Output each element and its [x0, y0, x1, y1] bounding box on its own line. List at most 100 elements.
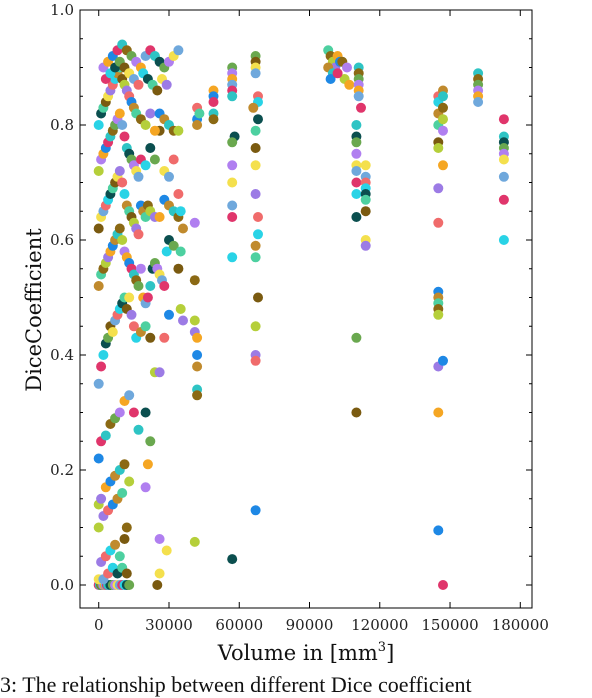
data-point [433, 525, 444, 536]
data-point [168, 154, 179, 165]
data-point [433, 217, 444, 228]
data-point [250, 252, 261, 263]
data-point [124, 390, 135, 401]
data-point [161, 246, 172, 257]
data-point [250, 355, 261, 366]
x-axis-label-text: Volume in [mm [217, 641, 378, 665]
y-tick-label: 0.0 [50, 576, 74, 594]
data-point [133, 171, 144, 182]
x-tick-label: 30000 [145, 616, 193, 634]
data-point [121, 522, 132, 533]
x-tick-label: 90000 [286, 616, 334, 634]
x-axis-label: Volume in [mm3] [217, 640, 395, 665]
data-point [189, 536, 200, 547]
data-point [360, 194, 371, 205]
data-point [189, 275, 200, 286]
data-point [250, 143, 261, 153]
data-point [433, 309, 444, 320]
data-point [114, 108, 125, 119]
data-point [227, 137, 238, 148]
data-point [173, 45, 184, 56]
data-point [332, 68, 343, 79]
plot-area [93, 39, 509, 590]
data-point [161, 79, 172, 90]
data-point [351, 332, 362, 343]
data-point [360, 206, 371, 217]
data-point [96, 493, 107, 504]
data-point [145, 143, 156, 153]
data-point [438, 580, 448, 590]
data-point [250, 160, 261, 171]
figure-caption: 3: The relationship between different Di… [0, 672, 472, 697]
data-point [119, 459, 130, 470]
data-point [351, 212, 362, 222]
data-point [438, 114, 448, 125]
x-tick-label: 120000 [351, 616, 408, 634]
data-point [93, 281, 104, 291]
data-point [192, 332, 203, 343]
data-point [433, 143, 444, 153]
data-point [126, 309, 137, 320]
data-point [473, 97, 484, 107]
data-point [145, 281, 156, 291]
x-tick-label: 0 [94, 616, 104, 634]
data-point [253, 212, 263, 222]
data-point [114, 223, 125, 234]
data-point [194, 108, 205, 119]
data-point [152, 85, 163, 96]
data-point [142, 292, 153, 303]
data-point [351, 407, 362, 418]
data-point [117, 177, 128, 188]
data-point [117, 488, 128, 498]
data-point [154, 367, 165, 378]
data-point [140, 120, 151, 130]
data-point [498, 171, 509, 182]
data-point [253, 292, 263, 303]
data-point [107, 327, 118, 337]
data-point [208, 114, 219, 125]
data-point [498, 154, 509, 165]
data-point [433, 183, 444, 194]
data-point [133, 281, 144, 291]
data-point [227, 160, 238, 171]
data-point [360, 240, 371, 251]
data-point [250, 125, 261, 136]
y-tick-label: 0.8 [50, 116, 74, 134]
data-point [227, 212, 238, 222]
data-point [128, 321, 139, 332]
data-point [114, 407, 125, 418]
data-point [438, 91, 448, 102]
data-point [248, 102, 259, 113]
data-point [93, 223, 104, 234]
data-point [93, 166, 104, 176]
axis-ticks: 0 30000 60000 90000 120000 150000 180000 0.0 0.2… [50, 1, 549, 634]
data-point [149, 125, 160, 136]
data-point [227, 554, 238, 565]
data-point [149, 154, 160, 165]
data-point [351, 166, 362, 176]
data-point [192, 120, 203, 130]
data-point [164, 171, 174, 182]
data-point [498, 194, 509, 205]
data-point [208, 97, 219, 107]
data-point [344, 79, 355, 90]
data-point [227, 200, 238, 211]
data-point [159, 332, 170, 343]
data-point [121, 568, 132, 579]
data-point [100, 430, 111, 441]
data-point [175, 304, 186, 314]
data-point [351, 120, 362, 130]
data-point [250, 68, 261, 79]
data-point [124, 292, 135, 303]
data-point [351, 137, 362, 148]
data-point [93, 522, 104, 533]
data-point [98, 350, 109, 360]
data-point [227, 177, 238, 188]
y-tick-label: 1.0 [50, 1, 74, 19]
data-point [128, 407, 139, 418]
data-point [173, 263, 184, 274]
data-point [351, 189, 362, 199]
data-point [360, 160, 371, 171]
data-point [178, 223, 188, 234]
data-point [192, 361, 203, 372]
